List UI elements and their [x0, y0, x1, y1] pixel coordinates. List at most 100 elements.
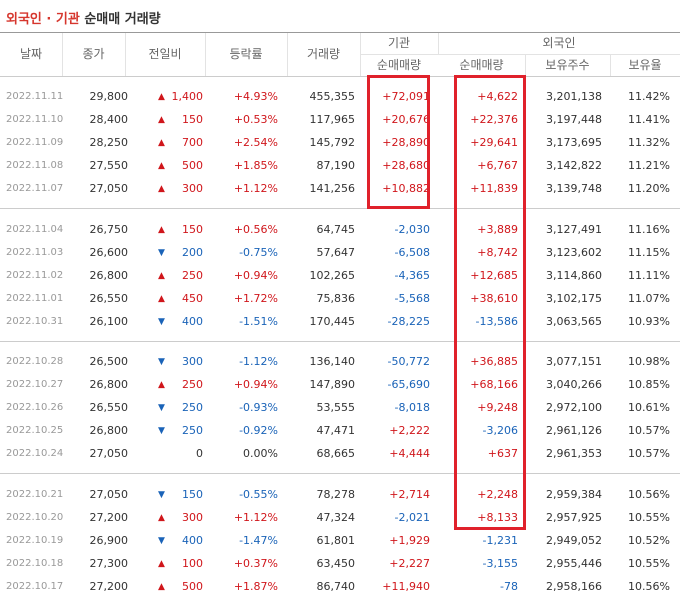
cell: 141,256 [309, 182, 356, 196]
cell: 3,077,151 [546, 355, 602, 368]
cell: 2,961,126 [546, 424, 602, 438]
cell: 2,949,052 [546, 533, 602, 547]
header-divider [360, 33, 361, 76]
change: 250 [182, 378, 203, 392]
change: 300 [182, 510, 203, 524]
date: 2022.10.19 [6, 534, 64, 546]
cell: 28,250 [89, 136, 129, 150]
change: 250 [182, 424, 203, 438]
cell: 3,123,602 [546, 245, 602, 259]
cell: 87,190 [316, 159, 356, 173]
cell: 3,197,448 [546, 113, 602, 127]
change-arrow: ▲ [158, 161, 165, 172]
cell: +11,940 [382, 579, 430, 593]
header-cell: 종가 [82, 47, 105, 61]
change-arrow: ▲ [158, 293, 165, 304]
cell: +72,091 [382, 90, 430, 103]
cell: +2,714 [389, 487, 430, 501]
date: 2022.10.18 [6, 557, 64, 569]
cell: +1,929 [389, 533, 430, 547]
cell: +1.87% [233, 579, 278, 593]
cell: 26,750 [89, 222, 129, 236]
cell: +28,680 [382, 159, 430, 173]
header-bottom [0, 76, 680, 77]
header-divider [438, 33, 439, 54]
cell: -8,018 [394, 401, 430, 415]
cell: 27,550 [89, 159, 129, 173]
cell: -0.92% [239, 424, 278, 438]
cell: 47,324 [316, 510, 356, 524]
change: 400 [182, 314, 203, 328]
change-arrow: ▲ [158, 224, 165, 235]
cell: 26,800 [89, 378, 129, 392]
date: 2022.11.01 [6, 292, 64, 304]
title: 외국인 · 기관 순매매 거래량 [6, 8, 161, 27]
cell: -0.55% [239, 487, 278, 501]
cell: -5,568 [394, 291, 430, 305]
header-cell: 거래량 [306, 47, 341, 61]
change: 500 [182, 159, 203, 173]
change: 0 [196, 447, 203, 461]
cell: +0.37% [233, 556, 278, 570]
change-arrow: ▼ [158, 357, 165, 367]
change-arrow: ▲ [158, 558, 165, 569]
cell: 11.32% [628, 136, 670, 150]
cell: +29,641 [470, 136, 518, 150]
change: 300 [182, 182, 203, 196]
cell: +6,767 [477, 159, 518, 173]
date: 2022.11.07 [6, 183, 64, 195]
cell: 10.55% [628, 510, 670, 524]
cell: 11.07% [628, 291, 670, 305]
date: 2022.11.09 [6, 137, 64, 149]
cell: 26,800 [89, 424, 129, 438]
cell: -1.47% [239, 533, 278, 547]
cell: 78,278 [316, 487, 356, 501]
change: 500 [182, 579, 203, 593]
cell: 10.55% [628, 556, 670, 570]
cell: 10.56% [628, 579, 670, 593]
cell: 11.41% [628, 113, 670, 127]
cell: -6,508 [394, 245, 430, 259]
cell: 3,139,748 [546, 182, 602, 196]
header-cell: 순매매량 [459, 58, 504, 72]
cell: 29,800 [89, 90, 129, 103]
date: 2022.10.31 [6, 315, 64, 327]
cell: 10.57% [628, 424, 670, 438]
cell: -50,772 [387, 355, 430, 368]
cell: 102,265 [309, 268, 356, 282]
cell: -1.12% [239, 355, 278, 368]
header-cell: 등락률 [229, 47, 263, 61]
cell: 10.93% [628, 314, 670, 328]
cell: +20,676 [382, 113, 430, 127]
cell: 27,200 [89, 510, 129, 524]
header-cell: 날짜 [19, 47, 43, 61]
cell: +4,444 [389, 447, 430, 461]
cell: +28,890 [382, 136, 430, 150]
cell: +8,742 [477, 245, 518, 259]
cell: 26,100 [89, 314, 129, 328]
date: 2022.11.03 [6, 246, 64, 258]
cell: 63,450 [316, 556, 356, 570]
cell: 10.56% [628, 487, 670, 501]
highlight-box [367, 75, 430, 209]
group-separator [0, 473, 680, 474]
cell: -2,021 [394, 510, 430, 524]
cell: +2.54% [233, 136, 278, 150]
cell: 3,102,175 [546, 291, 602, 305]
change-arrow: ▼ [158, 316, 165, 327]
cell: 2,959,384 [546, 487, 602, 501]
cell: +38,610 [470, 291, 518, 305]
date: 2022.10.28 [6, 356, 64, 367]
cell: -4,365 [394, 268, 430, 282]
cell: +0.53% [233, 113, 278, 127]
title-rest: 순매매 거래량 [84, 12, 161, 27]
change: 150 [182, 113, 203, 127]
change-arrow: ▼ [158, 247, 165, 258]
cell: 3,114,860 [546, 268, 602, 282]
date: 2022.11.02 [6, 269, 64, 281]
cell: +2,222 [389, 424, 430, 438]
cell: 2,958,166 [546, 579, 602, 593]
cell: -3,155 [482, 556, 518, 570]
header-cell: 기관 [387, 36, 411, 50]
cell: 27,050 [89, 182, 129, 196]
